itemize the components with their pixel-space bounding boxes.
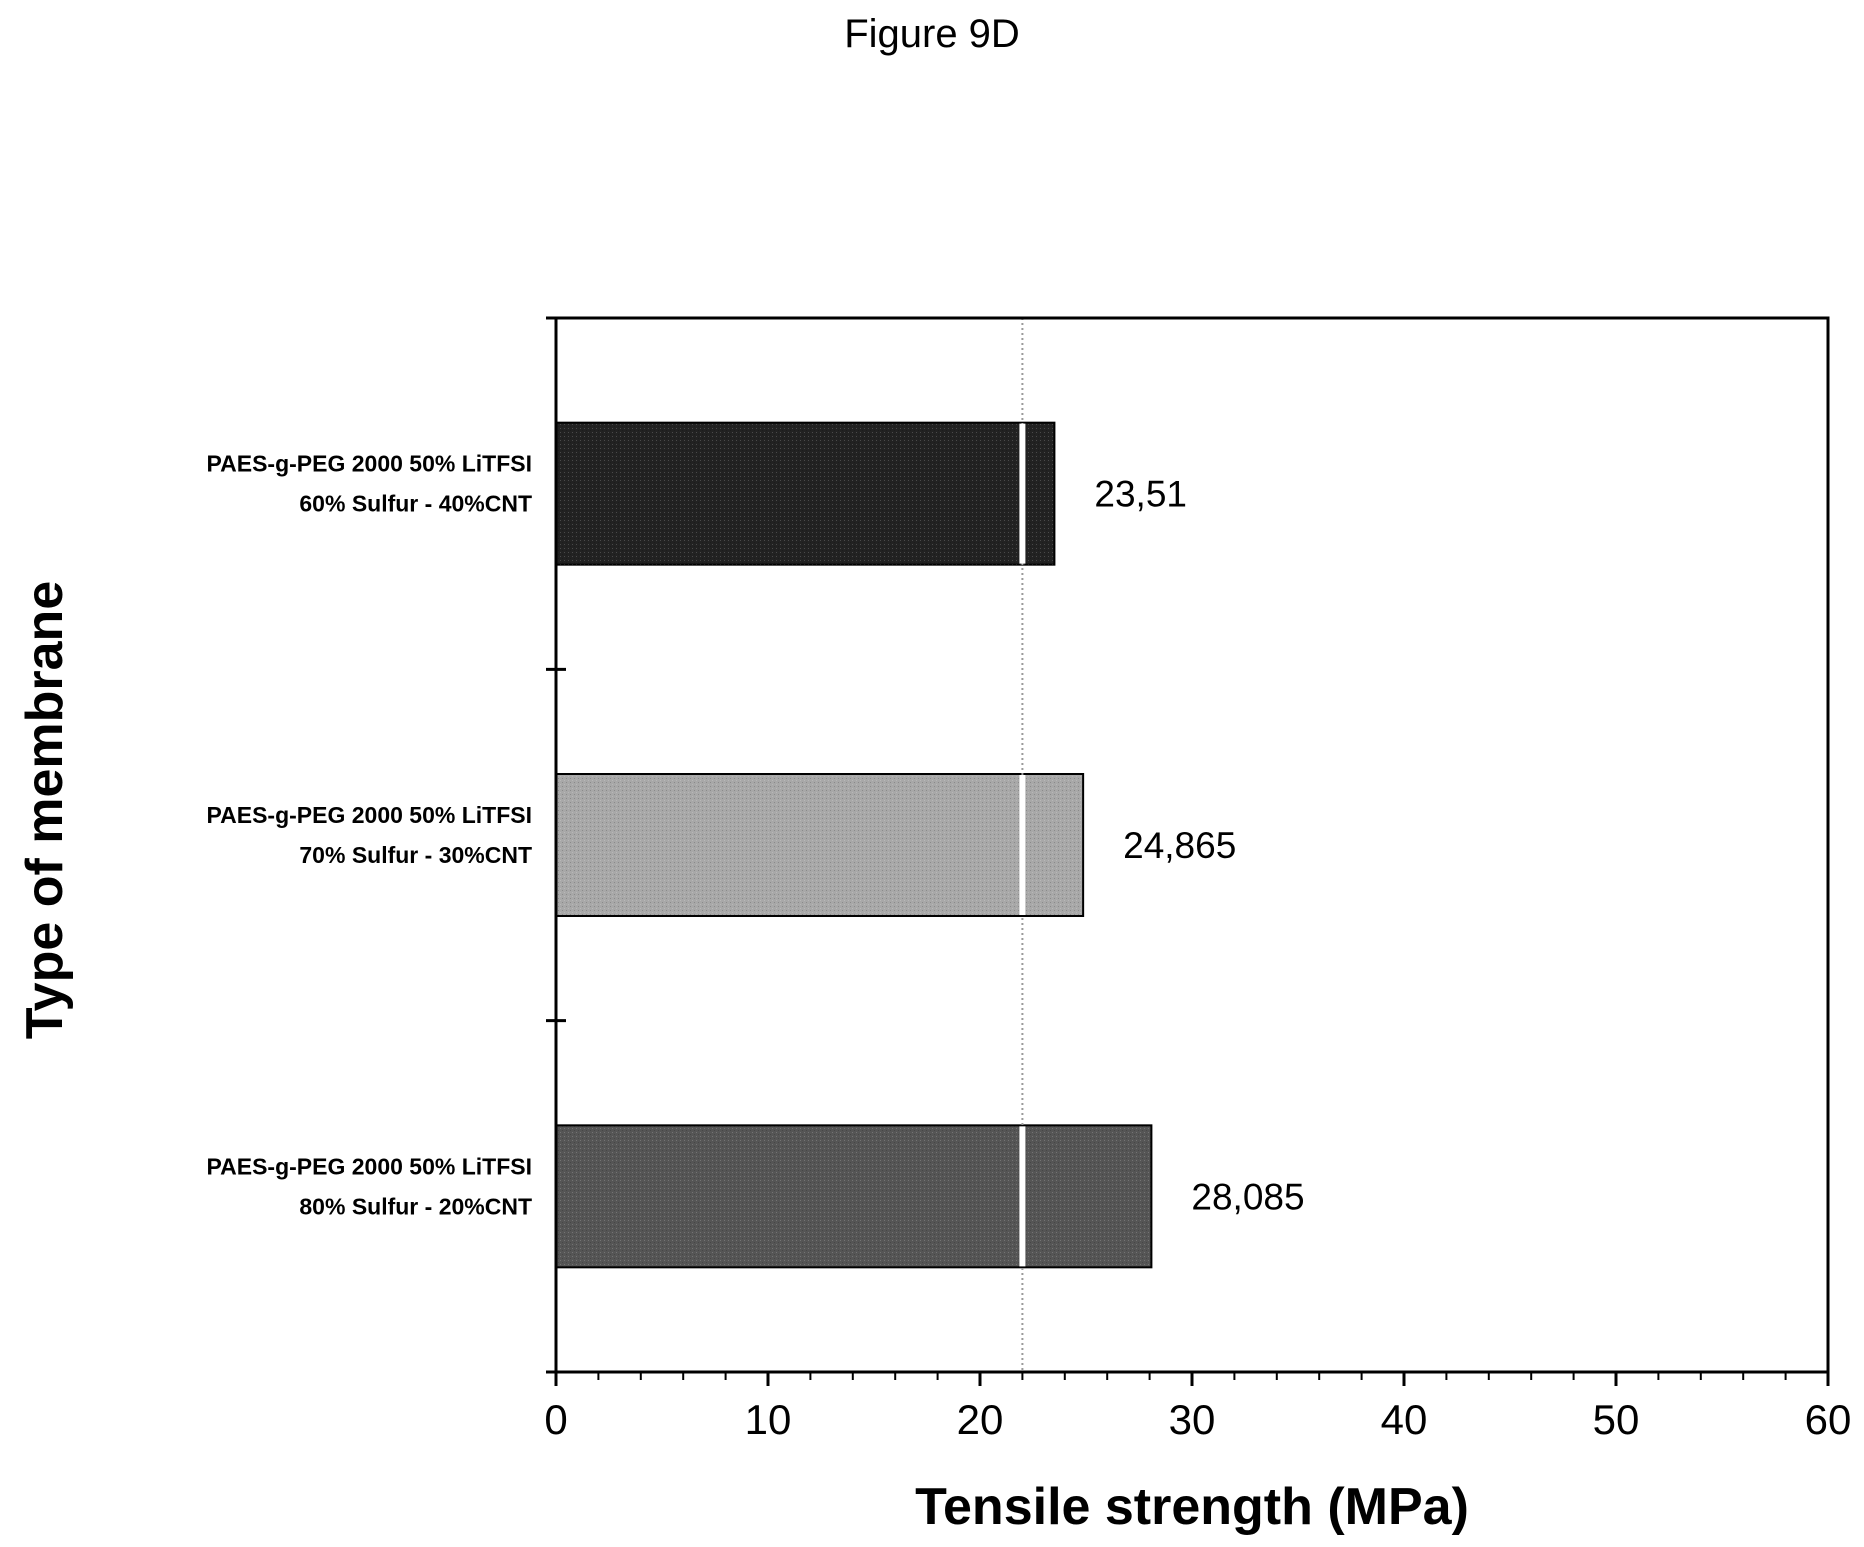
x-tick-label: 20 (957, 1396, 1004, 1443)
category-label: PAES-g-PEG 2000 50% LiTFSI 70% Sulfur - 3… (206, 802, 532, 868)
figure-title: Figure 9D (844, 12, 1020, 56)
data-label: 24,865 (1123, 825, 1236, 866)
x-tick-label: 40 (1381, 1396, 1428, 1443)
bar-texture (556, 774, 1084, 916)
bar-texture (556, 422, 1055, 565)
data-label: 23,51 (1094, 474, 1187, 515)
x-tick-label: 10 (745, 1396, 792, 1443)
x-tick-label: 0 (544, 1396, 567, 1443)
data-label: 28,085 (1191, 1176, 1304, 1217)
x-axis-title: Tensile strength (MPa) (915, 1478, 1469, 1536)
bar-texture (556, 1125, 1152, 1268)
category-label: PAES-g-PEG 2000 50% LiTFSI 60% Sulfur - 4… (206, 451, 532, 517)
x-tick-label: 50 (1593, 1396, 1640, 1443)
x-tick-label: 60 (1805, 1396, 1852, 1443)
x-tick-label: 30 (1169, 1396, 1216, 1443)
y-axis-title: Type of membrane (16, 581, 74, 1039)
category-label: PAES-g-PEG 2000 50% LiTFSI 80% Sulfur - 2… (206, 1153, 532, 1219)
